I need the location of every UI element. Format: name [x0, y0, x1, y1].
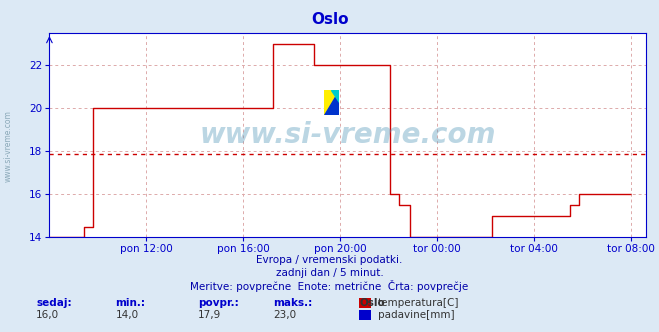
Text: temperatura[C]: temperatura[C]: [378, 298, 459, 308]
Text: www.si-vreme.com: www.si-vreme.com: [3, 110, 13, 182]
Polygon shape: [331, 90, 339, 102]
Text: Oslo: Oslo: [359, 298, 385, 308]
Text: 17,9: 17,9: [198, 310, 221, 320]
Text: maks.:: maks.:: [273, 298, 313, 308]
Text: www.si-vreme.com: www.si-vreme.com: [200, 121, 496, 149]
Text: 14,0: 14,0: [115, 310, 138, 320]
Polygon shape: [324, 90, 339, 115]
Text: 23,0: 23,0: [273, 310, 297, 320]
Text: Meritve: povprečne  Enote: metrične  Črta: povprečje: Meritve: povprečne Enote: metrične Črta:…: [190, 280, 469, 292]
Text: min.:: min.:: [115, 298, 146, 308]
Text: zadnji dan / 5 minut.: zadnji dan / 5 minut.: [275, 268, 384, 278]
Text: sedaj:: sedaj:: [36, 298, 72, 308]
Text: Oslo: Oslo: [311, 12, 348, 27]
Polygon shape: [324, 90, 339, 115]
Text: povpr.:: povpr.:: [198, 298, 239, 308]
Text: padavine[mm]: padavine[mm]: [378, 310, 454, 320]
Text: 16,0: 16,0: [36, 310, 59, 320]
Text: Evropa / vremenski podatki.: Evropa / vremenski podatki.: [256, 255, 403, 265]
